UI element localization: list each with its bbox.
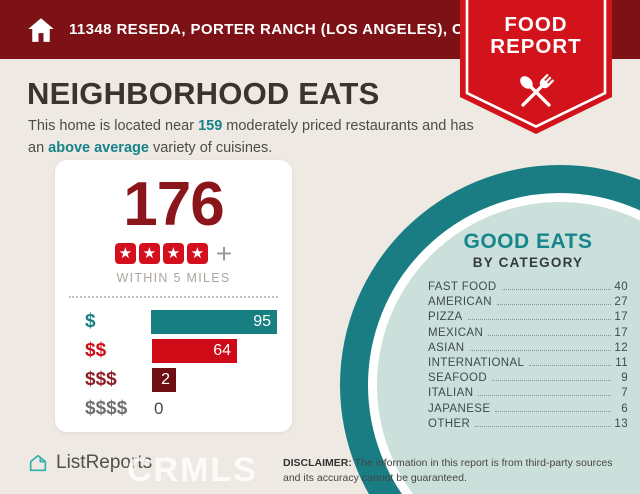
- dotted-leader: [488, 334, 611, 336]
- page-title: NEIGHBORHOOD EATS: [27, 76, 380, 111]
- property-address: 11348 RESEDA, PORTER RANCH (LOS ANGELES)…: [69, 21, 523, 38]
- price-level-chart: $95 $$ 64 $$$ 2 $$$$ 0: [55, 307, 292, 423]
- category-label: JAPANESE: [428, 402, 491, 415]
- category-row: MEXICAN 17: [428, 327, 628, 342]
- badge-title-line1: FOOD: [504, 13, 567, 36]
- category-row: INTERNATIONAL 11: [428, 357, 628, 372]
- good-eats-panel: GOOD EATS BY CATEGORY FAST FOOD 40 AMERICA…: [428, 230, 628, 433]
- price-bar: 64: [152, 338, 237, 363]
- category-label: ASIAN: [428, 341, 465, 354]
- variety-highlight: above average: [48, 139, 149, 156]
- food-report-badge: FOOD REPORT: [460, 0, 612, 134]
- home-icon: [28, 17, 54, 42]
- dotted-divider: [69, 296, 278, 298]
- restaurant-summary-card: 176 ★ ★ ★ ★ + WITHIN 5 MILES $95 $$ 64 $$$ 2 $$$$…: [55, 160, 292, 432]
- dotted-leader: [496, 304, 611, 306]
- bar-zone: 0: [152, 397, 277, 421]
- category-label: MEXICAN: [428, 326, 484, 339]
- brand-name: ListReports: [56, 452, 153, 473]
- category-list: FAST FOOD 40 AMERICAN 27 PIZZA 17 MEXICAN 17 ASI…: [428, 281, 628, 433]
- dotted-leader: [475, 425, 611, 427]
- radius-caption: WITHIN 5 MILES: [116, 271, 231, 285]
- category-value: 40: [614, 281, 628, 293]
- subtitle-text: moderately priced restaurants and has an: [28, 118, 474, 156]
- category-label: AMERICAN: [428, 296, 492, 309]
- category-label: OTHER: [428, 417, 471, 430]
- star-icon: ★: [186, 243, 208, 264]
- subtitle: This home is located near 159 moderately…: [28, 116, 480, 160]
- subtitle-text: This home is located near: [28, 118, 199, 134]
- category-value: 27: [614, 296, 628, 309]
- dotted-leader: [467, 319, 611, 321]
- category-row: FAST FOOD 40: [428, 281, 628, 296]
- category-row: JAPANESE 6: [428, 403, 628, 418]
- category-value: 6: [621, 402, 628, 415]
- price-row: $$ 64: [85, 336, 277, 365]
- category-row: AMERICAN 27: [428, 296, 628, 311]
- star-icon: ★: [162, 243, 184, 264]
- category-value: 17: [614, 311, 628, 324]
- category-value: 9: [621, 372, 628, 385]
- listreports-logo: ListReports: [27, 452, 152, 474]
- bar-zone: 95: [151, 309, 277, 334]
- category-label: SEAFOOD: [428, 372, 488, 385]
- restaurant-count-highlight: 159: [198, 118, 223, 134]
- bar-zone: 2: [152, 367, 277, 392]
- category-value: 11: [615, 356, 628, 369]
- price-bar: 2: [152, 367, 176, 392]
- price-row: $95: [85, 307, 277, 336]
- category-label: ITALIAN: [428, 387, 474, 400]
- category-value: 12: [614, 341, 628, 354]
- category-label: FAST FOOD: [428, 281, 497, 293]
- bar-zone: 64: [152, 338, 277, 363]
- dotted-leader: [495, 410, 611, 412]
- good-eats-title: GOOD EATS: [463, 230, 593, 253]
- subtitle-text: variety of cuisines.: [148, 139, 273, 156]
- crmls-watermark: CRMLS: [127, 451, 258, 489]
- price-row: $$$$ 0: [85, 394, 277, 423]
- price-label: $$$$: [85, 397, 128, 419]
- disclaimer: DISCLAIMER: The information in this repo…: [283, 456, 628, 485]
- price-label: $$: [85, 339, 107, 361]
- price-label: $: [85, 310, 96, 332]
- star-icon: ★: [138, 243, 160, 264]
- dotted-leader: [478, 395, 611, 397]
- price-row: $$$ 2: [85, 365, 277, 394]
- category-row: ASIAN 12: [428, 342, 628, 357]
- category-value: 13: [614, 417, 628, 430]
- price-bar: 95: [151, 309, 277, 334]
- disclaimer-label: DISCLAIMER:: [283, 457, 352, 469]
- price-value-zero: 0: [154, 398, 164, 418]
- star-icon: ★: [114, 243, 136, 264]
- category-value: 7: [621, 387, 628, 400]
- dotted-leader: [529, 364, 611, 366]
- category-row: ITALIAN 7: [428, 387, 628, 402]
- category-row: PIZZA 17: [428, 311, 628, 326]
- category-row: OTHER 13: [428, 418, 628, 433]
- disclaimer-text: The information in this report is from t…: [283, 457, 613, 484]
- dotted-leader: [501, 289, 611, 290]
- category-value: 17: [614, 326, 628, 339]
- crossed-spoon-fork-icon: [520, 74, 554, 107]
- plus-sign: +: [215, 237, 233, 269]
- listreports-logo-icon: [29, 454, 47, 472]
- price-label: $$$: [85, 368, 117, 390]
- badge-title-line2: REPORT: [490, 35, 581, 58]
- category-label: INTERNATIONAL: [428, 356, 525, 369]
- category-label: PIZZA: [428, 311, 463, 324]
- good-eats-subtitle: BY CATEGORY: [472, 255, 584, 270]
- stars-row: ★ ★ ★ ★ +: [55, 237, 292, 269]
- dotted-leader: [492, 380, 611, 382]
- dotted-leader: [469, 349, 611, 351]
- category-row: SEAFOOD 9: [428, 372, 628, 387]
- restaurant-count: 176: [123, 170, 224, 239]
